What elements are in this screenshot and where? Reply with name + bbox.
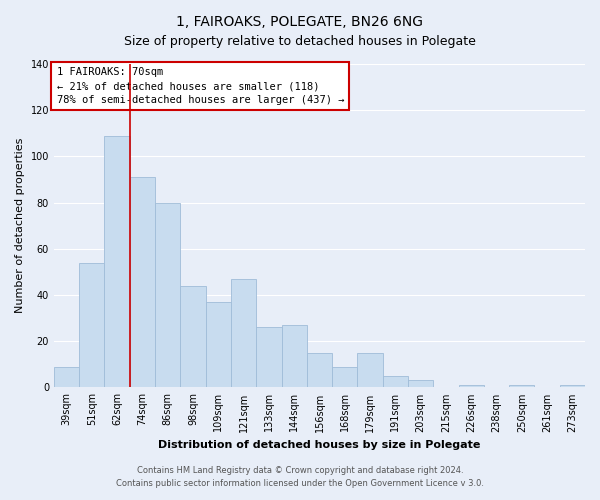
Bar <box>155 202 181 388</box>
Bar <box>560 385 585 388</box>
Bar <box>181 286 206 388</box>
Bar <box>54 366 79 388</box>
Bar <box>231 279 256 388</box>
Bar <box>206 302 231 388</box>
X-axis label: Distribution of detached houses by size in Polegate: Distribution of detached houses by size … <box>158 440 481 450</box>
Bar <box>358 353 383 388</box>
Text: 1, FAIROAKS, POLEGATE, BN26 6NG: 1, FAIROAKS, POLEGATE, BN26 6NG <box>176 15 424 29</box>
Y-axis label: Number of detached properties: Number of detached properties <box>15 138 25 314</box>
Text: Contains HM Land Registry data © Crown copyright and database right 2024.
Contai: Contains HM Land Registry data © Crown c… <box>116 466 484 487</box>
Bar <box>79 262 104 388</box>
Bar <box>458 385 484 388</box>
Bar <box>307 353 332 388</box>
Bar <box>256 328 281 388</box>
Text: 1 FAIROAKS: 70sqm
← 21% of detached houses are smaller (118)
78% of semi-detache: 1 FAIROAKS: 70sqm ← 21% of detached hous… <box>56 67 344 105</box>
Bar <box>408 380 433 388</box>
Bar <box>383 376 408 388</box>
Bar <box>104 136 130 388</box>
Bar <box>130 177 155 388</box>
Bar <box>281 325 307 388</box>
Bar <box>509 385 535 388</box>
Bar <box>332 366 358 388</box>
Text: Size of property relative to detached houses in Polegate: Size of property relative to detached ho… <box>124 35 476 48</box>
